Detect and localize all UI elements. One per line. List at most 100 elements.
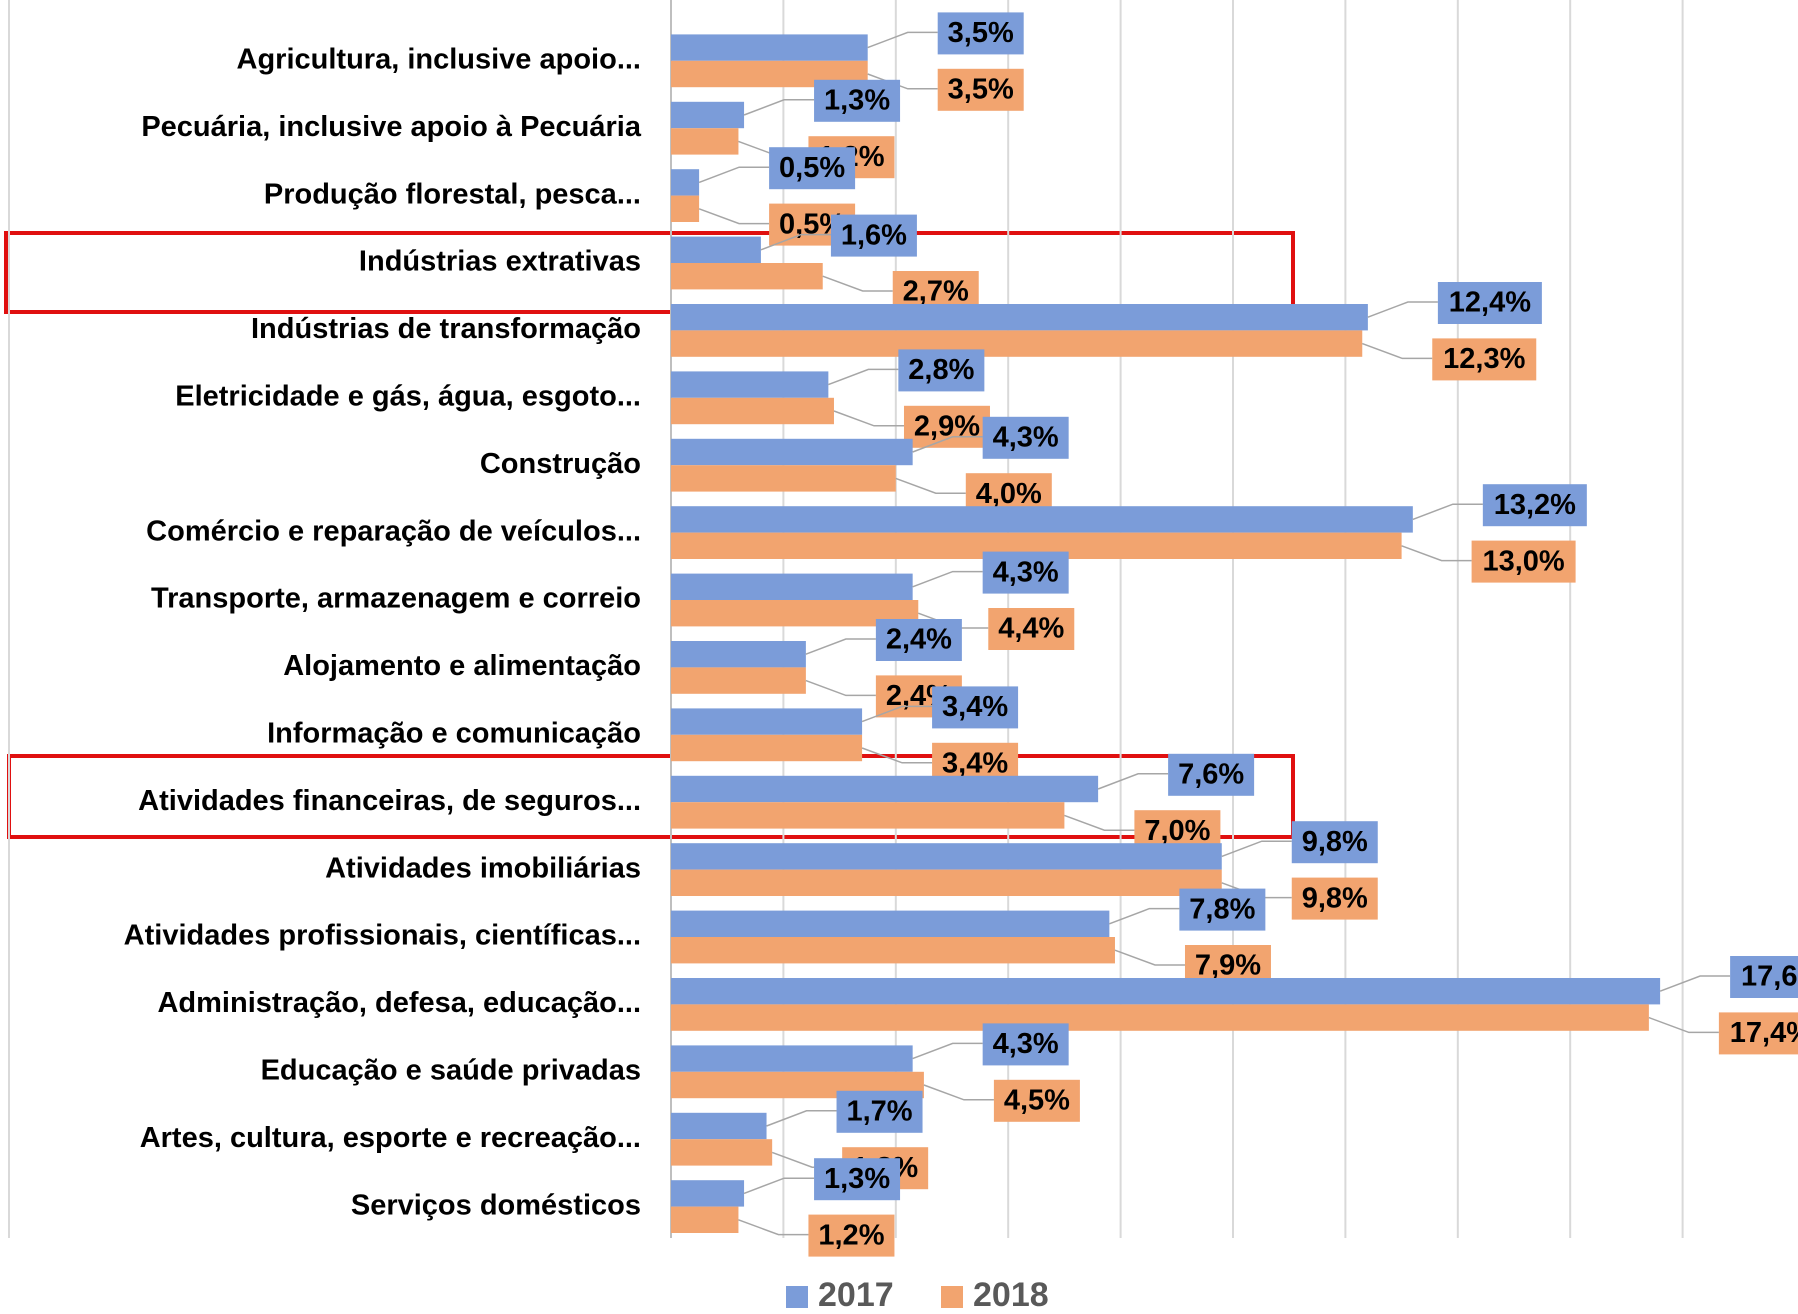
- value-label: 12,3%: [1443, 343, 1525, 375]
- bar: [671, 910, 1110, 937]
- leader-line: [923, 1084, 994, 1101]
- value-label: 4,3%: [993, 421, 1059, 453]
- value-label: 13,2%: [1494, 489, 1576, 521]
- value-label-box: [982, 551, 1069, 594]
- value-label: 7,9%: [1195, 950, 1261, 982]
- value-label-box: [1718, 1012, 1798, 1055]
- value-label-box: [988, 608, 1075, 650]
- category-label: Informação e comunicação: [267, 717, 641, 749]
- leader-line: [743, 99, 815, 116]
- value-label: 4,3%: [993, 556, 1059, 588]
- bar: [671, 937, 1115, 964]
- leader-line: [1401, 545, 1472, 562]
- leader-line: [1367, 301, 1438, 318]
- bar: [671, 438, 913, 466]
- value-label: 4,3%: [993, 1028, 1059, 1060]
- category-label: Atividades financeiras, de seguros...: [138, 785, 641, 817]
- value-label: 9,8%: [1302, 826, 1368, 858]
- category-label: Pecuária, inclusive apoio à Pecuária: [141, 111, 642, 143]
- bar: [671, 34, 868, 61]
- bar: [671, 506, 1413, 533]
- bar: [671, 843, 1222, 870]
- value-label-box: [937, 12, 1024, 55]
- bar: [671, 101, 745, 129]
- bar: [671, 304, 1368, 331]
- category-label: Transporte, armazenagem e correio: [151, 583, 641, 615]
- leader-line: [1412, 503, 1483, 521]
- legend-label: 2018: [973, 1276, 1049, 1314]
- category-label: Atividades imobiliárias: [325, 852, 641, 884]
- leader-line: [1659, 975, 1731, 992]
- value-label-box: [1291, 877, 1378, 920]
- bar: [671, 128, 739, 155]
- value-label: 2,9%: [914, 410, 980, 442]
- bar: [671, 1112, 767, 1140]
- category-label: Indústrias de transformação: [251, 313, 641, 345]
- legend-label: 2017: [818, 1276, 894, 1314]
- leader-line: [867, 73, 938, 90]
- category-label: Agricultura, inclusive apoio...: [237, 43, 641, 75]
- bar: [671, 869, 1222, 896]
- bar: [671, 1139, 773, 1166]
- bar: [671, 371, 829, 398]
- value-label-box: [808, 1214, 895, 1257]
- value-label-box: [937, 68, 1024, 111]
- leader-line: [1114, 949, 1185, 966]
- bar: [671, 330, 1363, 357]
- bar: [671, 667, 806, 694]
- legend-swatch: [786, 1286, 808, 1308]
- value-label: 17,6%: [1741, 961, 1798, 993]
- category-label: Comércio e reparação de veículos...: [146, 515, 641, 547]
- category-label: Alojamento e alimentação: [283, 650, 641, 682]
- leader-line: [912, 1042, 983, 1060]
- value-label-box: [830, 214, 917, 257]
- leader-line: [1361, 342, 1433, 360]
- value-label-box: [1168, 753, 1255, 796]
- value-label-box: [769, 147, 856, 190]
- value-label-box: [875, 619, 962, 661]
- value-label: 2,4%: [886, 624, 952, 656]
- value-label: 3,4%: [942, 747, 1008, 779]
- bar: [671, 263, 823, 290]
- bar: [671, 1004, 1649, 1031]
- value-label: 1,3%: [824, 1163, 890, 1195]
- leader-line: [1109, 907, 1180, 925]
- bar: [671, 802, 1065, 829]
- bar: [671, 1206, 739, 1233]
- value-label-box: [1432, 338, 1537, 381]
- bar: [671, 236, 761, 263]
- bar: [671, 978, 1661, 1005]
- value-label-box: [903, 405, 990, 448]
- value-label: 1,3%: [824, 84, 890, 116]
- value-label-box: [932, 686, 1019, 729]
- category-label: Eletricidade e gás, água, esgoto...: [175, 380, 641, 412]
- value-label-box: [1291, 821, 1378, 864]
- bar: [671, 708, 863, 735]
- leader-line: [1097, 773, 1169, 790]
- value-label-box: [1437, 282, 1542, 324]
- value-label-box: [982, 416, 1069, 459]
- leader-line: [1064, 814, 1135, 831]
- value-label: 9,8%: [1302, 882, 1368, 914]
- category-label: Construção: [480, 448, 641, 480]
- value-label-box: [1471, 540, 1576, 583]
- value-label: 3,4%: [942, 691, 1008, 723]
- bar: [671, 573, 913, 600]
- value-label: 1,7%: [846, 1095, 912, 1127]
- bar: [671, 169, 700, 196]
- value-label: 7,0%: [1144, 815, 1210, 847]
- value-label: 4,4%: [998, 613, 1064, 645]
- leader-line: [833, 410, 904, 427]
- bar: [671, 734, 863, 762]
- leader-line: [760, 233, 831, 251]
- bar: [671, 195, 700, 222]
- category-label: Artes, cultura, esporte e recreação...: [140, 1122, 641, 1154]
- value-label-box: [993, 1079, 1080, 1122]
- leader-line: [743, 1177, 815, 1195]
- highlight-box: [4, 231, 1295, 314]
- value-label: 12,4%: [1449, 287, 1531, 319]
- legend-swatch: [941, 1286, 963, 1308]
- value-label: 4,0%: [976, 478, 1042, 510]
- leader-line: [805, 638, 876, 655]
